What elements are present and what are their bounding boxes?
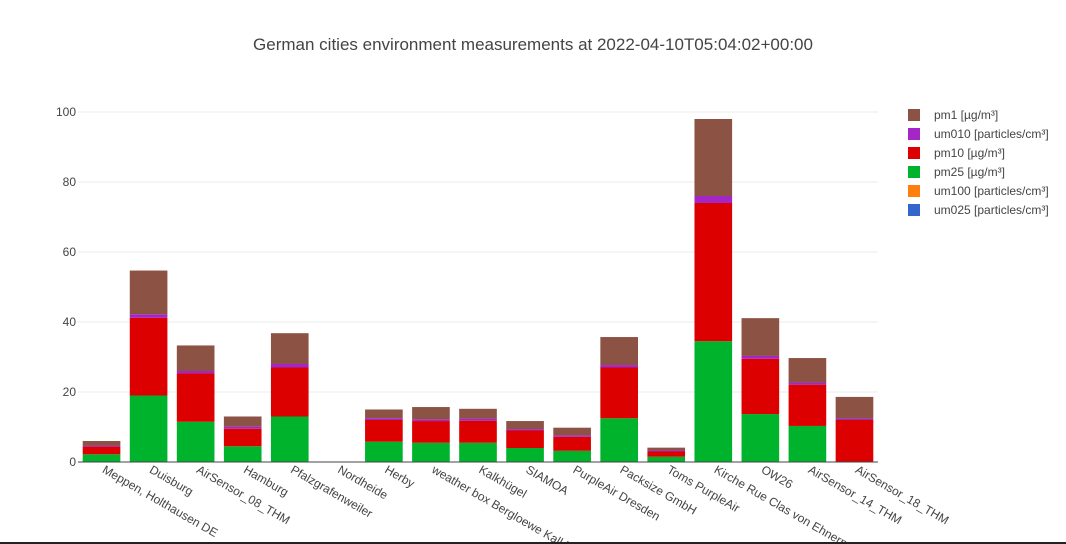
legend-label: um025 [particles/cm³] [934,203,1049,217]
legend-item[interactable]: um100 [particles/cm³] [908,184,1049,198]
chart-legend[interactable]: pm1 [µg/m³] um010 [particles/cm³] pm10 [µg… [908,108,1049,217]
legend-label: pm25 [µg/m³] [934,165,1005,179]
bar-segment[interactable] [82,446,121,455]
bar-segment[interactable] [223,446,262,462]
bar-segment[interactable] [176,371,215,374]
legend-swatch [908,204,920,216]
bar-segment[interactable] [835,420,874,462]
x-tick-label: OW26 [759,462,796,491]
bar-segment[interactable] [412,419,450,422]
bar-segment[interactable] [270,333,309,364]
bar-segment[interactable] [459,442,497,462]
bar-segment[interactable] [270,364,309,368]
y-tick-label: 100 [56,105,76,119]
legend-item[interactable]: pm25 [µg/m³] [908,165,1005,179]
chart-title: German cities environment measurements a… [253,35,813,54]
legend-swatch [908,109,920,121]
bar-segment[interactable] [600,367,638,419]
legend-swatch [908,185,920,197]
x-tick-label: SIAMOA [524,462,571,497]
bar-segment[interactable] [176,373,215,422]
legend-item[interactable]: um010 [particles/cm³] [908,127,1049,141]
bar-segment[interactable] [176,345,215,371]
bar-segment[interactable] [553,436,591,451]
bar-segment[interactable] [788,425,827,462]
bar-segment[interactable] [459,420,497,443]
bar-segment[interactable] [365,420,403,442]
bar-segment[interactable] [741,318,780,356]
bar-segment[interactable] [176,421,215,462]
y-tick-label: 20 [63,385,77,399]
legend-item[interactable]: um025 [particles/cm³] [908,203,1049,217]
legend-swatch [908,147,920,159]
bar-segment[interactable] [412,407,450,420]
bar-segment[interactable] [788,382,827,385]
bar-segment[interactable] [506,430,544,449]
bar-segment[interactable] [788,384,827,426]
bars-layer[interactable] [82,119,874,463]
legend-label: pm10 [µg/m³] [934,146,1005,160]
bar-segment[interactable] [694,203,733,342]
bar-segment[interactable] [647,456,686,462]
legend-label: um010 [particles/cm³] [934,127,1049,141]
bar-segment[interactable] [506,429,544,431]
bar-segment[interactable] [741,355,780,359]
bar-segment[interactable] [694,196,733,203]
bar-segment[interactable] [129,395,168,463]
bar-segment[interactable] [82,454,121,462]
bar-segment[interactable] [223,428,262,447]
bar-segment[interactable] [553,427,591,436]
bar-segment[interactable] [270,367,309,417]
bar-segment[interactable] [506,448,544,462]
bar-segment[interactable] [459,408,497,419]
legend-label: pm1 [µg/m³] [934,108,998,122]
bar-segment[interactable] [647,447,686,451]
bar-segment[interactable] [600,337,638,366]
bar-segment[interactable] [365,409,403,419]
window-bottom-border [0,542,1066,544]
bar-segment[interactable] [741,414,780,462]
bar-segment[interactable] [600,418,638,462]
bar-segment[interactable] [694,341,733,462]
bar-segment[interactable] [835,396,874,419]
bar-segment[interactable] [365,441,403,462]
legend-label: um100 [particles/cm³] [934,184,1049,198]
bar-segment[interactable] [600,365,638,368]
bar-segment[interactable] [835,418,874,420]
bar-segment[interactable] [82,445,121,447]
bar-segment[interactable] [82,441,121,446]
bar-segment[interactable] [223,426,262,429]
bar-segment[interactable] [459,418,497,421]
legend-swatch [908,166,920,178]
y-tick-label: 40 [63,315,77,329]
y-tick-label: 0 [69,455,76,469]
x-tick-label: PurpleAir Dresden [571,462,663,523]
bar-segment[interactable] [647,450,686,452]
bar-segment[interactable] [553,435,591,437]
y-tick-label: 80 [63,175,77,189]
bar-segment[interactable] [694,119,733,196]
bar-segment[interactable] [129,270,168,315]
legend-swatch [908,128,920,140]
bar-segment[interactable] [129,317,168,396]
bar-segment[interactable] [412,421,450,443]
bar-segment[interactable] [412,442,450,462]
x-tick-label: Pfalzgrafenweiler [288,462,375,520]
bar-segment[interactable] [270,416,309,463]
bar-segment[interactable] [506,421,544,430]
bar-segment[interactable] [741,358,780,415]
bar-segment[interactable] [365,418,403,420]
bar-segment[interactable] [553,450,591,462]
legend-item[interactable]: pm1 [µg/m³] [908,108,998,122]
x-tick-label: Herby [382,462,417,490]
bar-segment[interactable] [788,358,827,383]
legend-item[interactable]: pm10 [µg/m³] [908,146,1005,160]
bar-segment[interactable] [647,451,686,457]
bar-segment[interactable] [129,314,168,318]
y-tick-label: 60 [63,245,77,259]
bar-segment[interactable] [223,416,262,427]
